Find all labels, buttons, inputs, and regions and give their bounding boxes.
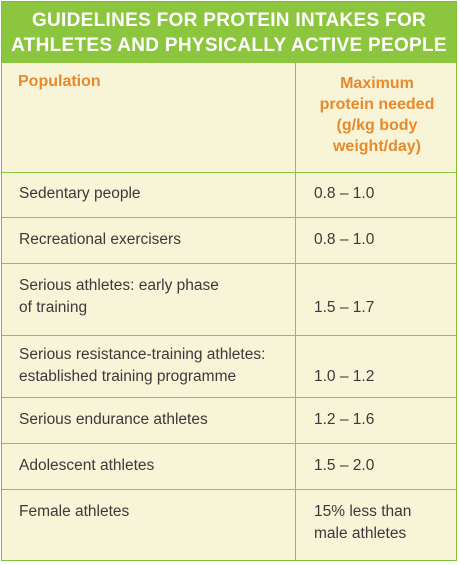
column-divider <box>295 63 296 560</box>
table-row: Female athletes 15% less than male athle… <box>2 490 456 560</box>
population-text: Female athletes <box>19 503 130 520</box>
protein-value: 1.2 – 1.6 <box>314 411 375 428</box>
protein-value: 1.0 – 1.2 <box>314 368 375 385</box>
protein-value-cell: 1.2 – 1.6 <box>314 409 454 431</box>
population-text: Sedentary people <box>19 185 141 202</box>
protein-value-cell: 1.5 – 2.0 <box>314 455 454 477</box>
table-row: Serious athletes: early phase of trainin… <box>2 264 456 336</box>
maximum-header-line-4: weight/day) <box>332 138 421 155</box>
table-row: Serious resistance-training athletes: es… <box>2 336 456 398</box>
population-text: Recreational exercisers <box>19 231 181 248</box>
title-line-2: ATHLETES AND PHYSICALLY ACTIVE PEOPLE <box>11 35 447 56</box>
protein-value-line-1: 15% less than <box>314 503 412 520</box>
population-text-line-1: Serious athletes: early phase <box>19 277 219 294</box>
population-text: Adolescent athletes <box>19 457 155 474</box>
population-text: Serious endurance athletes <box>19 411 208 428</box>
population-cell: Sedentary people <box>19 183 291 205</box>
population-cell: Adolescent athletes <box>19 455 291 477</box>
protein-value: 0.8 – 1.0 <box>314 231 375 248</box>
population-cell: Recreational exercisers <box>19 229 291 251</box>
protein-value: 0.8 – 1.0 <box>314 185 375 202</box>
protein-value-cell: 1.5 – 1.7 <box>314 297 454 319</box>
table-row: Sedentary people 0.8 – 1.0 <box>2 172 456 218</box>
maximum-header-line-3: (g/kg body <box>336 117 418 134</box>
population-cell: Serious endurance athletes <box>19 409 291 431</box>
population-text-line-2: of training <box>19 299 88 316</box>
protein-value-line-2: male athletes <box>314 525 407 542</box>
population-text-line-1: Serious resistance-training athletes: <box>19 346 266 363</box>
maximum-protein-header: Maximum protein needed (g/kg body weight… <box>298 73 456 157</box>
maximum-header-line-1: Maximum <box>340 75 414 92</box>
protein-value-cell: 0.8 – 1.0 <box>314 183 454 205</box>
population-cell: Serious resistance-training athletes: es… <box>19 344 291 388</box>
protein-value: 1.5 – 1.7 <box>314 299 375 316</box>
maximum-header-line-2: protein needed <box>319 96 435 113</box>
population-header: Population <box>18 73 101 90</box>
table-row: Adolescent athletes 1.5 – 2.0 <box>2 444 456 490</box>
column-header-row: Population Maximum protein needed (g/kg … <box>2 63 456 173</box>
table-title: GUIDELINES FOR PROTEIN INTAKES FOR ATHLE… <box>2 2 456 63</box>
table-row: Serious endurance athletes 1.2 – 1.6 <box>2 398 456 444</box>
table-row: Recreational exercisers 0.8 – 1.0 <box>2 218 456 264</box>
title-line-1: GUIDELINES FOR PROTEIN INTAKES FOR <box>31 10 427 31</box>
protein-value-cell: 1.0 – 1.2 <box>314 366 454 388</box>
population-text-line-2: established training programme <box>19 368 237 385</box>
protein-value-cell: 15% less than male athletes <box>314 501 454 545</box>
population-cell: Serious athletes: early phase of trainin… <box>19 275 291 319</box>
protein-value: 1.5 – 2.0 <box>314 457 375 474</box>
protein-value-cell: 0.8 – 1.0 <box>314 229 454 251</box>
population-cell: Female athletes <box>19 501 291 523</box>
